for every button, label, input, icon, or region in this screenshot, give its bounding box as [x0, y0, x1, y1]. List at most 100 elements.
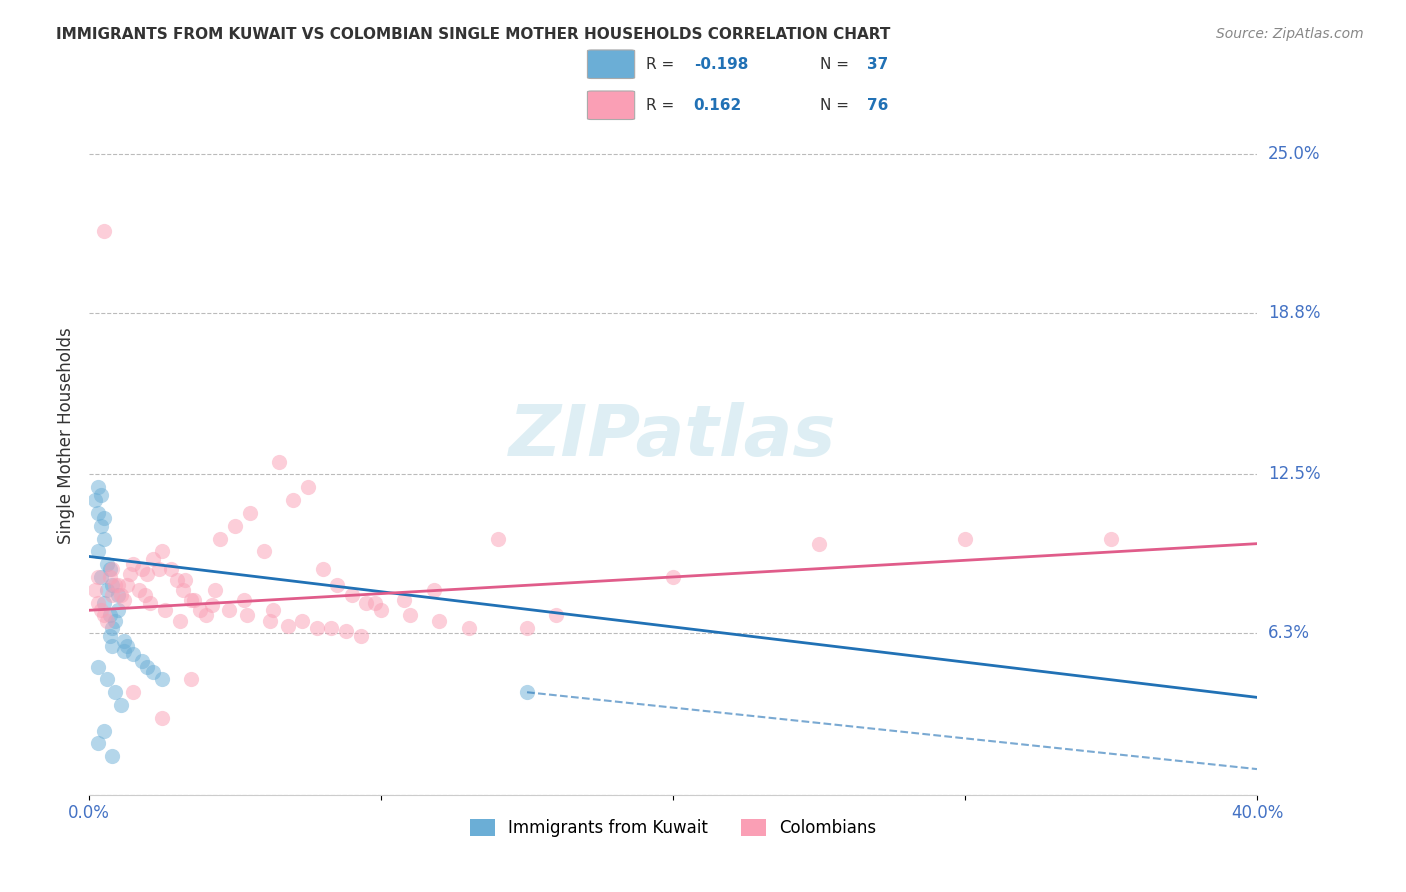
Text: Source: ZipAtlas.com: Source: ZipAtlas.com — [1216, 27, 1364, 41]
Point — [150, 544, 173, 558]
Point — [239, 506, 262, 520]
Point — [262, 603, 284, 617]
Point — [150, 711, 173, 725]
Point — [311, 562, 333, 576]
Point — [118, 567, 141, 582]
Point — [136, 567, 159, 582]
Point — [134, 588, 156, 602]
Point — [98, 570, 121, 584]
Point — [356, 596, 378, 610]
Point — [121, 647, 143, 661]
Point — [232, 593, 254, 607]
Point — [87, 480, 110, 494]
Point — [174, 573, 197, 587]
Point — [429, 614, 451, 628]
Point — [96, 582, 118, 597]
Point — [172, 582, 194, 597]
Point — [101, 562, 124, 576]
Point — [107, 603, 129, 617]
Point — [204, 582, 226, 597]
Point — [96, 557, 118, 571]
Point — [115, 639, 138, 653]
Point — [399, 608, 422, 623]
Point — [87, 570, 110, 584]
Point — [93, 596, 115, 610]
Point — [142, 665, 165, 679]
Point — [101, 621, 124, 635]
Point — [516, 621, 538, 635]
Text: R =: R = — [647, 98, 685, 112]
Point — [93, 511, 115, 525]
Point — [218, 603, 240, 617]
Point — [93, 224, 115, 238]
Point — [194, 608, 217, 623]
Point — [104, 685, 127, 699]
Point — [104, 577, 127, 591]
Point — [101, 588, 124, 602]
Text: 0.162: 0.162 — [693, 98, 742, 112]
Point — [159, 562, 181, 576]
Point — [101, 577, 124, 591]
Point — [457, 621, 479, 635]
Point — [148, 562, 170, 576]
Point — [267, 455, 290, 469]
Point — [169, 614, 191, 628]
Point — [121, 685, 143, 699]
Point — [87, 506, 110, 520]
Point — [1099, 532, 1122, 546]
Point — [277, 618, 299, 632]
Point — [98, 608, 121, 623]
Point — [101, 639, 124, 653]
Point — [136, 659, 159, 673]
Text: IMMIGRANTS FROM KUWAIT VS COLOMBIAN SINGLE MOTHER HOUSEHOLDS CORRELATION CHART: IMMIGRANTS FROM KUWAIT VS COLOMBIAN SING… — [56, 27, 890, 42]
Text: N =: N = — [820, 98, 853, 112]
Point — [107, 588, 129, 602]
Point — [93, 723, 115, 738]
Point — [166, 573, 188, 587]
Point — [422, 582, 444, 597]
Text: 37: 37 — [868, 57, 889, 71]
Point — [110, 698, 132, 712]
Point — [486, 532, 509, 546]
Text: ZIPatlas: ZIPatlas — [509, 401, 837, 471]
Point — [87, 596, 110, 610]
FancyBboxPatch shape — [588, 50, 634, 78]
Point — [188, 603, 211, 617]
Point — [112, 644, 135, 658]
Point — [84, 582, 107, 597]
Point — [139, 596, 162, 610]
Point — [335, 624, 357, 638]
Point — [370, 603, 392, 617]
Point — [128, 582, 150, 597]
Point — [209, 532, 232, 546]
Point — [98, 629, 121, 643]
Point — [115, 577, 138, 591]
Point — [808, 536, 831, 550]
Text: -0.198: -0.198 — [693, 57, 748, 71]
Point — [98, 562, 121, 576]
Text: 6.3%: 6.3% — [1268, 624, 1310, 642]
Point — [953, 532, 976, 546]
Point — [142, 552, 165, 566]
Text: 25.0%: 25.0% — [1268, 145, 1320, 163]
Point — [516, 685, 538, 699]
Point — [107, 577, 129, 591]
Point — [180, 673, 202, 687]
Point — [90, 488, 112, 502]
Point — [349, 629, 371, 643]
Point — [326, 577, 349, 591]
Point — [96, 673, 118, 687]
Point — [93, 532, 115, 546]
Legend: Immigrants from Kuwait, Colombians: Immigrants from Kuwait, Colombians — [463, 813, 883, 844]
FancyBboxPatch shape — [588, 91, 634, 120]
Point — [87, 544, 110, 558]
Point — [84, 493, 107, 508]
Point — [283, 493, 305, 508]
Point — [112, 634, 135, 648]
Y-axis label: Single Mother Households: Single Mother Households — [58, 327, 75, 544]
Point — [121, 557, 143, 571]
Point — [546, 608, 568, 623]
Text: 12.5%: 12.5% — [1268, 466, 1320, 483]
Text: 18.8%: 18.8% — [1268, 304, 1320, 322]
Point — [90, 518, 112, 533]
